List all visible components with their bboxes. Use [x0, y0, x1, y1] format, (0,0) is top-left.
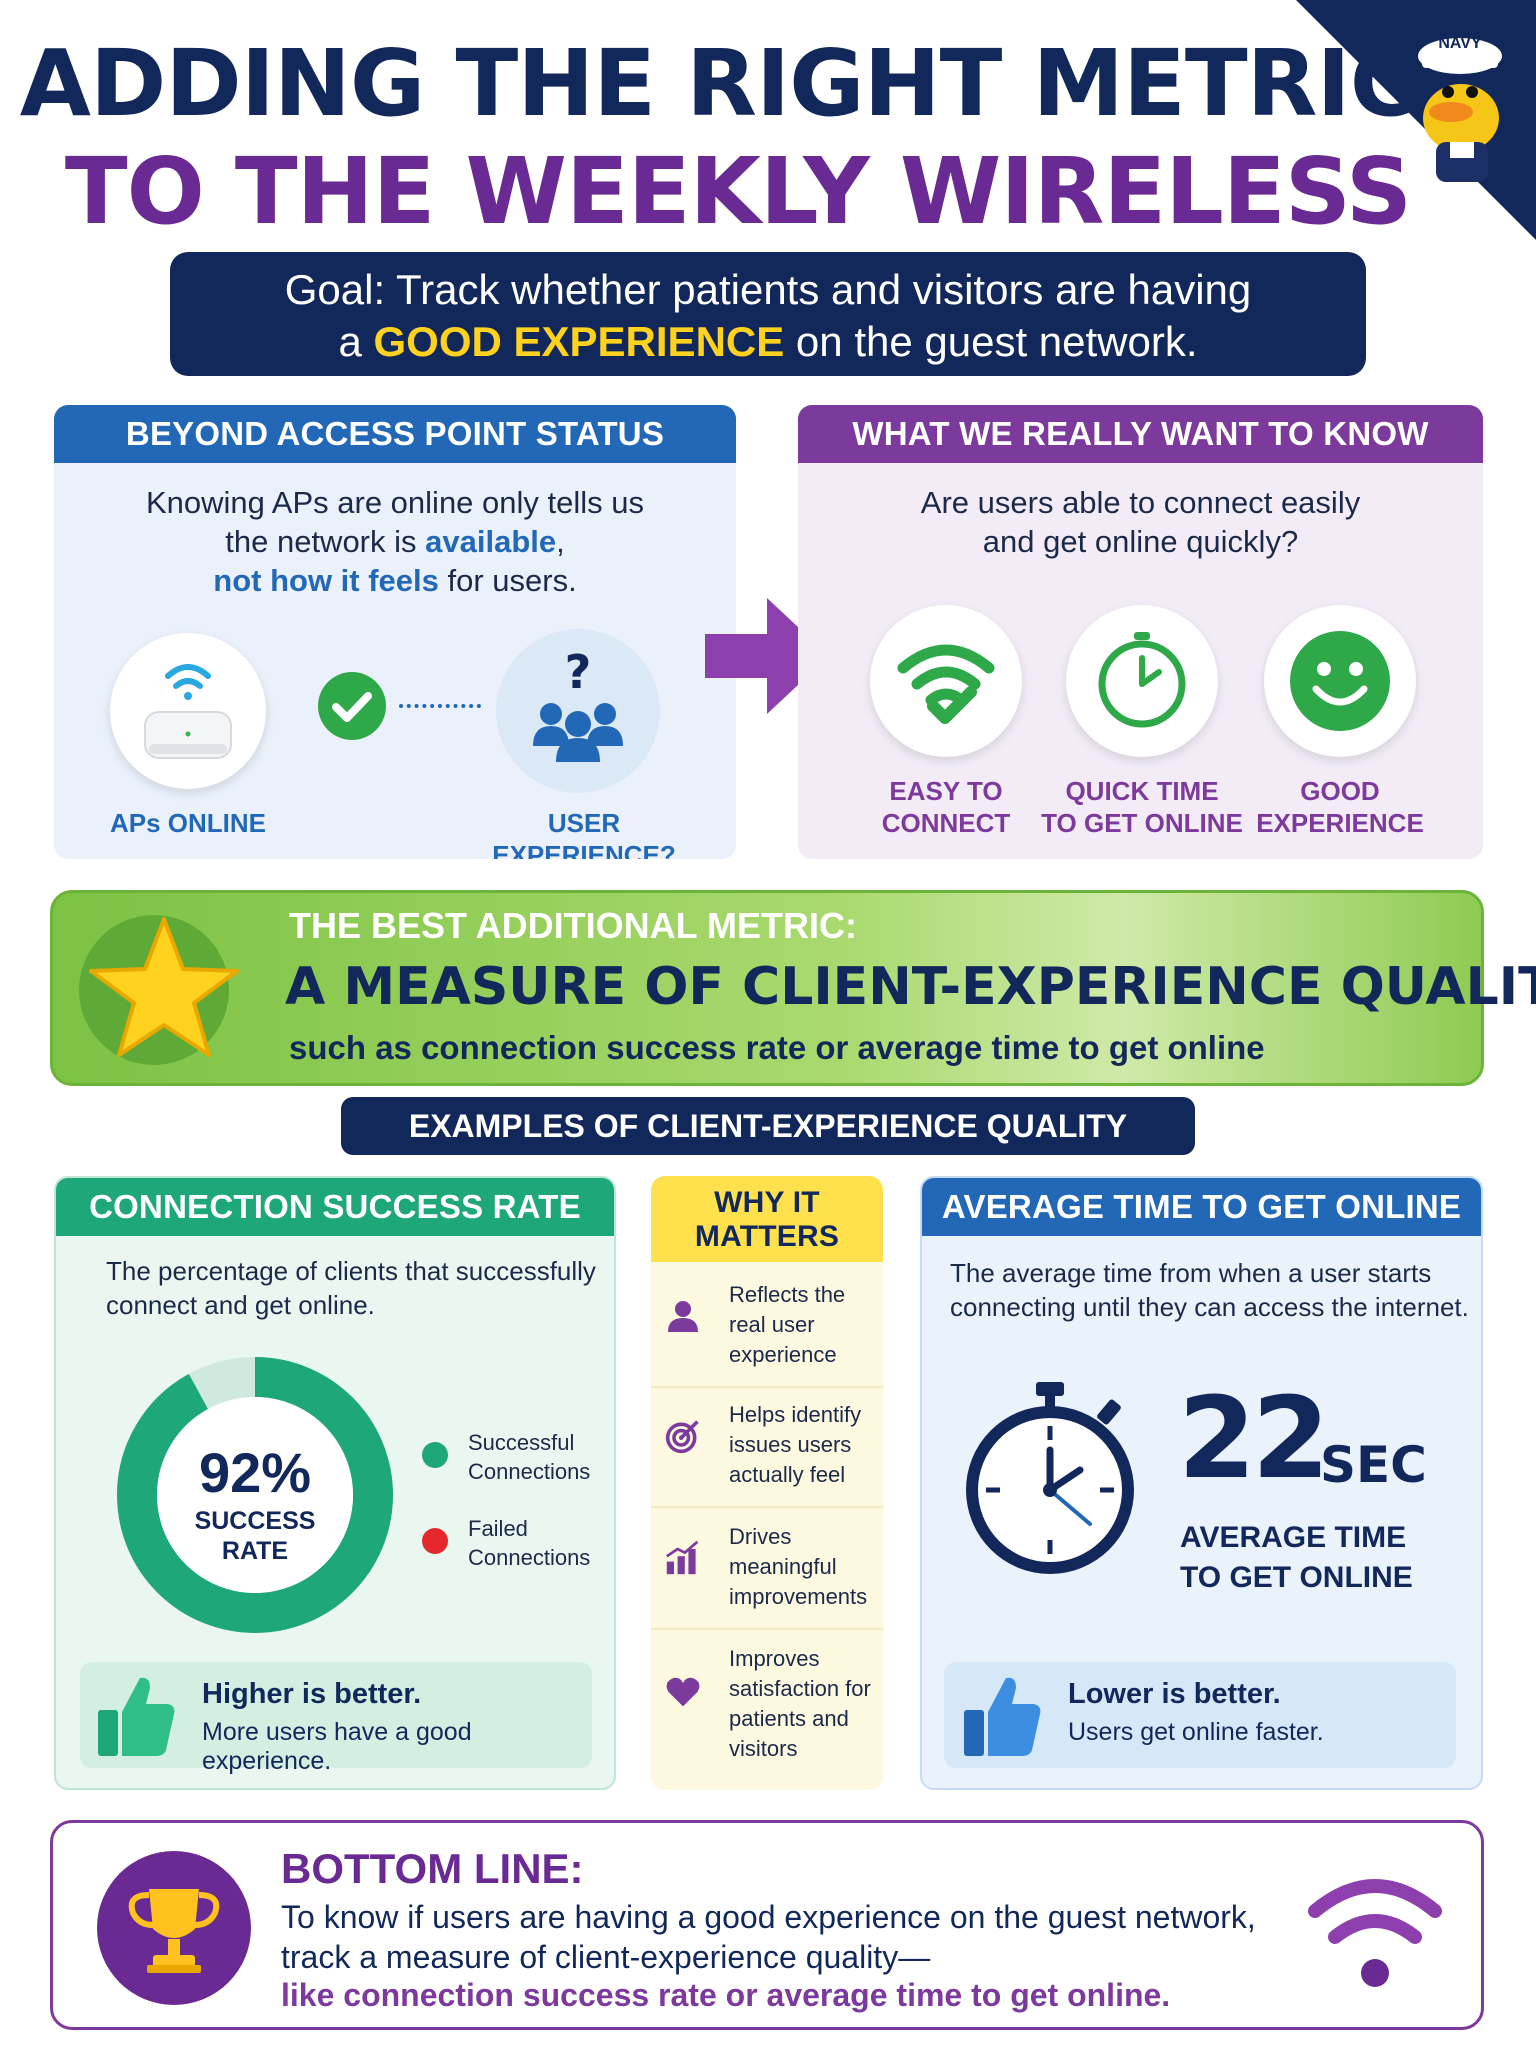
panel-text: Knowing APs are online only tells us the…: [145, 485, 644, 598]
lower-better-note: Lower is better. Users get online faster…: [944, 1662, 1456, 1768]
why-item-text: Improves satisfaction for patients and visi…: [729, 1646, 871, 1761]
avg-time-label: AVERAGE TIME TO GET ONLINE: [1180, 1521, 1413, 1594]
examples-title: EXAMPLES OF CLIENT-EXPERIENCE QUALITY ME…: [341, 1097, 1195, 1202]
bar-chart-icon: [666, 1540, 699, 1575]
access-point-icon: [110, 633, 266, 789]
cap-text: NAVY: [1438, 35, 1482, 52]
label-quick-time: QUICK TIME TO GET ONLINE: [1041, 776, 1243, 838]
why-item-text: Drives meaningful improvements: [729, 1524, 868, 1609]
star-icon: [79, 915, 239, 1065]
note-sub: More users have a good experience.: [202, 1718, 472, 1775]
corner-mascot: NAVY: [1276, 0, 1536, 260]
best-metric-banner: THE BEST ADDITIONAL METRIC: A MEASURE OF…: [50, 890, 1536, 1086]
label-easy-connect: EASY TO CONNECT: [881, 776, 1011, 838]
why-item-text: Helps identify issues users actually feel: [729, 1402, 862, 1487]
panel-header: AVERAGE TIME TO GET ONLINE: [922, 1178, 1481, 1236]
best-metric-kicker: THE BEST ADDITIONAL METRIC:: [289, 905, 857, 946]
heart-icon: [666, 1677, 700, 1707]
page-title-line1: ADDING THE RIGHT METRIC: [19, 30, 1417, 137]
label-good-experience: GOOD EXPERIENCE: [1256, 776, 1424, 838]
panel-header: CONNECTION SUCCESS RATE: [56, 1178, 614, 1236]
why-item-text: Reflects the real user experience: [729, 1282, 846, 1367]
stopwatch-icon: [962, 1378, 1138, 1583]
higher-better-note: Higher is better. More users have a good…: [80, 1662, 592, 1775]
dotted-connector: [399, 704, 481, 708]
avg-time-panel: AVERAGE TIME TO GET ONLINE The average t…: [920, 1176, 1483, 1790]
best-metric-sub: such as connection success rate or avera…: [289, 1029, 1265, 1066]
legend-dot-red: [422, 1528, 448, 1554]
bottom-line-heading: BOTTOM LINE:: [281, 1845, 584, 1892]
panel-header: BEYOND ACCESS POINT STATUS: [54, 405, 736, 463]
smile-icon: [1264, 605, 1416, 757]
bottom-line-text3: like connection success rate or average …: [281, 1977, 1171, 2013]
svg-text:?: ?: [565, 646, 592, 699]
why-item: Helps identify issues users actually feel: [651, 1390, 883, 1508]
bottom-line-panel: BOTTOM LINE: To know if users are having…: [50, 1820, 1484, 2030]
goal-banner: Goal: Track whether patients and visitor…: [170, 252, 1366, 376]
legend-label: Successful Connections: [468, 1430, 591, 1484]
why-item: Drives meaningful improvements: [651, 1512, 883, 1630]
note-heading: Higher is better.: [202, 1678, 422, 1710]
goal-highlight: GOOD EXPERIENCE: [373, 318, 785, 365]
bottom-line-text2: track a measure of client-experience qua…: [281, 1939, 931, 1975]
bottom-line-text1: To know if users are having a good exper…: [281, 1899, 1256, 1935]
wifi-icon: [1305, 1865, 1445, 2000]
panel-description: The percentage of clients that successfu…: [106, 1256, 596, 1320]
person-icon: [668, 1301, 698, 1332]
legend-dot-green: [422, 1442, 448, 1468]
success-percent: 92%: [198, 1441, 312, 1504]
panel-description: The average time from when a user starts…: [950, 1258, 1469, 1322]
note-heading: Lower is better.: [1068, 1678, 1281, 1710]
label-user-experience: USER EXPERIENCE?: [492, 808, 676, 859]
check-icon: [316, 670, 388, 747]
label-aps-online: APs ONLINE: [109, 808, 267, 838]
why-item: Improves satisfaction for patients and visi…: [651, 1634, 883, 1784]
why-item: Reflects the real user experience: [651, 1270, 883, 1388]
connection-success-panel: CONNECTION SUCCESS RATE The percentage o…: [54, 1176, 616, 1790]
wifi-check-icon: [870, 605, 1022, 757]
beyond-ap-status-panel: BEYOND ACCESS POINT STATUS Knowing APs a…: [54, 405, 736, 859]
goal-line1: Goal: Track whether patients and visitor…: [284, 266, 1252, 313]
panel-text: Are users able to connect easily and get…: [920, 485, 1361, 559]
success-donut-chart: 92% SUCCESS RATE: [114, 1354, 396, 1636]
user-experience-icon: ?: [496, 629, 660, 793]
what-we-want-panel: WHAT WE REALLY WANT TO KNOW Are users ab…: [798, 405, 1483, 859]
note-sub: Users get online faster.: [1068, 1718, 1324, 1746]
best-metric-headline: A MEASURE OF CLIENT-EXPERIENCE QUALITY: [285, 957, 1536, 1017]
panel-header: WHAT WE REALLY WANT TO KNOW: [798, 405, 1483, 463]
avg-time-value: 22: [1178, 1374, 1330, 1504]
target-icon: [665, 1420, 699, 1454]
why-it-matters-panel: WHY IT MATTERS Reflects the real user exper…: [651, 1176, 883, 1790]
thumbs-up-icon: [96, 1672, 176, 1763]
avg-time-unit: SEC: [1320, 1436, 1427, 1494]
panel-header: WHY IT MATTERS: [651, 1176, 883, 1262]
legend-label: Failed Connections: [468, 1516, 591, 1570]
trophy-icon: [97, 1851, 251, 2005]
thumbs-up-icon: [962, 1672, 1042, 1763]
success-center-label: SUCCESS RATE: [194, 1507, 316, 1565]
clock-icon: [1066, 605, 1218, 757]
goal-line2: a GOOD EXPERIENCE on the guest network.: [338, 318, 1198, 365]
